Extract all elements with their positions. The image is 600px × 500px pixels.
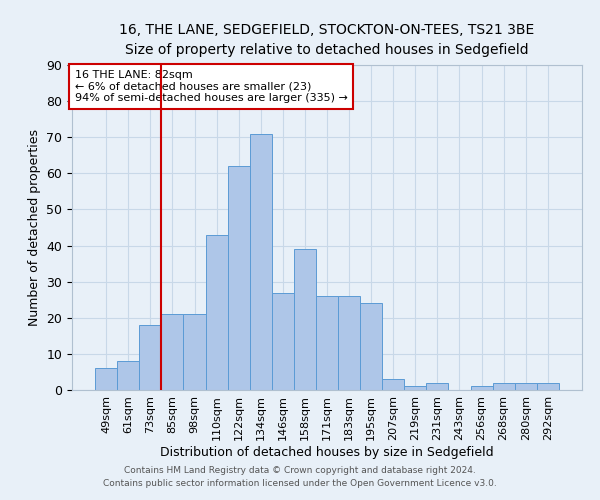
Bar bbox=[206, 234, 227, 390]
Bar bbox=[184, 314, 206, 390]
Bar bbox=[427, 383, 448, 390]
Bar bbox=[404, 386, 427, 390]
Bar bbox=[250, 134, 272, 390]
Bar bbox=[272, 292, 294, 390]
Bar bbox=[338, 296, 360, 390]
X-axis label: Distribution of detached houses by size in Sedgefield: Distribution of detached houses by size … bbox=[160, 446, 494, 458]
Text: Contains HM Land Registry data © Crown copyright and database right 2024.
Contai: Contains HM Land Registry data © Crown c… bbox=[103, 466, 497, 487]
Bar bbox=[360, 304, 382, 390]
Text: 16 THE LANE: 82sqm
← 6% of detached houses are smaller (23)
94% of semi-detached: 16 THE LANE: 82sqm ← 6% of detached hous… bbox=[74, 70, 347, 103]
Bar bbox=[382, 379, 404, 390]
Bar bbox=[139, 325, 161, 390]
Bar bbox=[537, 383, 559, 390]
Bar bbox=[161, 314, 184, 390]
Bar bbox=[493, 383, 515, 390]
Bar bbox=[227, 166, 250, 390]
Bar bbox=[470, 386, 493, 390]
Bar bbox=[117, 361, 139, 390]
Title: 16, THE LANE, SEDGEFIELD, STOCKTON-ON-TEES, TS21 3BE
Size of property relative t: 16, THE LANE, SEDGEFIELD, STOCKTON-ON-TE… bbox=[119, 24, 535, 57]
Bar bbox=[95, 368, 117, 390]
Bar bbox=[294, 249, 316, 390]
Bar bbox=[316, 296, 338, 390]
Y-axis label: Number of detached properties: Number of detached properties bbox=[28, 129, 41, 326]
Bar bbox=[515, 383, 537, 390]
